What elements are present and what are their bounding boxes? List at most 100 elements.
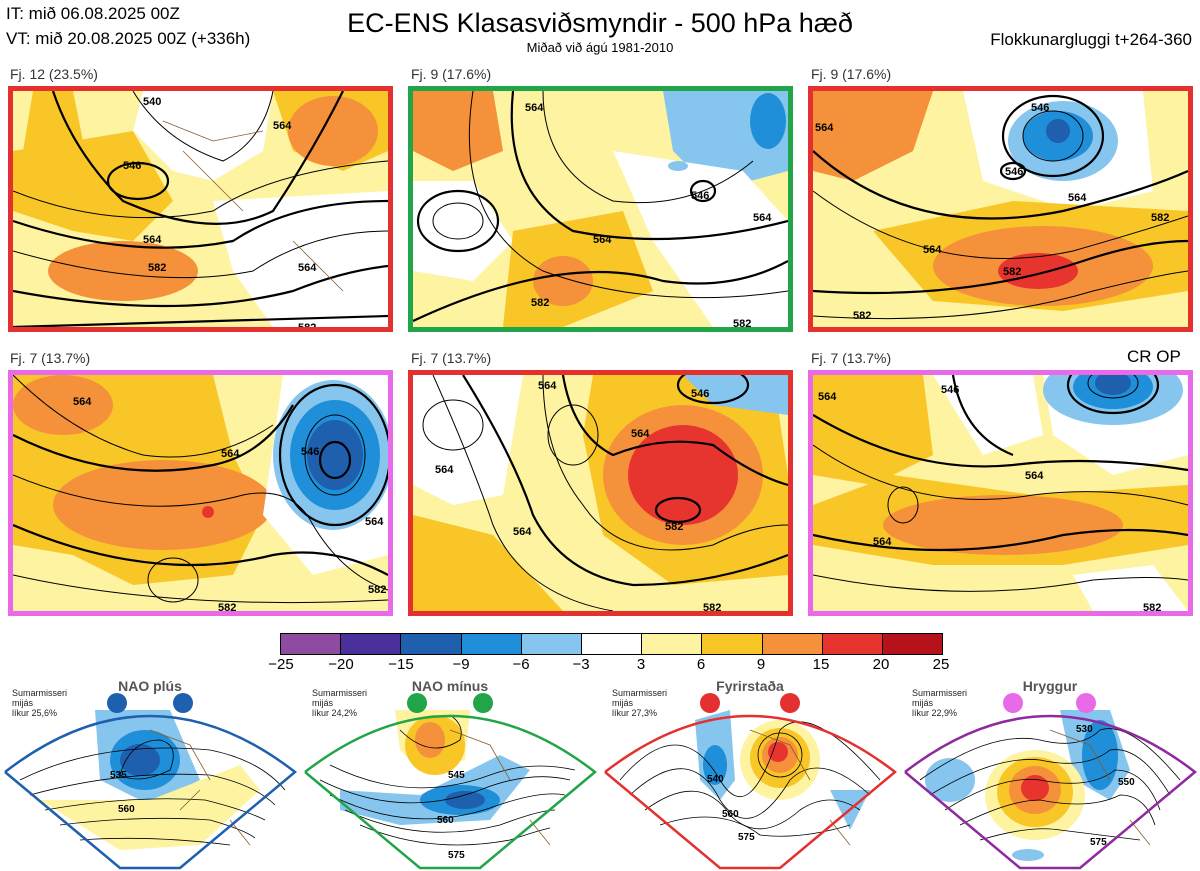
- colorbar-tick-label: 9: [756, 656, 766, 673]
- panel-4-contour-label-6: 582: [218, 602, 236, 611]
- panel-1-contour-label-1: 540: [143, 96, 161, 108]
- panel-3-contour-label-8: 582: [853, 310, 871, 322]
- panel-4-label: Fj. 7 (13.7%): [10, 350, 91, 366]
- classification-window: Flokkunargluggi t+264-360: [990, 30, 1192, 49]
- panel-2-contour-label-5: 564: [753, 212, 772, 224]
- panel-1-contour-label-2: 546: [123, 160, 141, 172]
- colorbar-swatch: [521, 634, 582, 654]
- colorbar-swatch: [341, 634, 402, 654]
- panel-4-contour-label-4: 564: [365, 516, 384, 528]
- regime-nao-plus-name: NAO plús: [118, 678, 182, 694]
- panel-3-contour-label-4: 564: [1068, 192, 1087, 204]
- regime-nao-plus-contour-label-2: 560: [118, 804, 135, 815]
- colorbar-swatch: [642, 634, 703, 654]
- panel-1-label: Fj. 12 (23.5%): [10, 66, 98, 82]
- page-title: EC-ENS Klasasviðsmyndir - 500 hPa hæð: [347, 8, 853, 38]
- cluster-map-panel-5[interactable]: 564 564 564 546 564 582 582: [408, 370, 793, 616]
- panel-4-contour-label-5: 582: [368, 584, 386, 596]
- panel-6-label: Fj. 7 (13.7%): [811, 350, 892, 366]
- colorbar-tick-label: −25: [268, 656, 294, 673]
- cluster-map-panel-3[interactable]: 546 564 546 564 582 564 582 582: [808, 86, 1193, 332]
- panel-1-contour-label-4: 564: [143, 234, 162, 246]
- panel-5-contour-label-1: 564: [538, 380, 557, 392]
- cluster-map-panel-6[interactable]: 546 564 564 564 582: [808, 370, 1193, 616]
- cluster-map-panel-4[interactable]: 564 564 546 564 582 582: [8, 370, 393, 616]
- colorbar-swatch: [702, 634, 763, 654]
- regime-nao-minus[interactable]: 545 560 575 NAO mínus Sumarmisseri mijás l…: [300, 670, 600, 871]
- panel-1-contour-label-7: 564: [298, 262, 317, 274]
- colorbar-swatch: [461, 634, 522, 654]
- panel-3-contour-label-2: 564: [815, 122, 834, 134]
- valid-time: VT: mið 20.08.2025 00Z (+336h): [6, 29, 251, 48]
- panel-2-label: Fj. 9 (17.6%): [411, 66, 492, 82]
- regime-nao-minus-name: NAO mínus: [411, 678, 489, 694]
- cluster-map-panel-1[interactable]: 540 546 564 564 582 582 564: [8, 86, 393, 332]
- panel-2-contour-label-6: 582: [733, 318, 751, 327]
- panel-6-contour-label-1: 546: [941, 384, 959, 396]
- regime-nao-minus-note: Sumarmisseri mijás líkur 24,2%: [312, 688, 368, 718]
- cluster-map-panel-2[interactable]: 564 564 582 546 564 582: [408, 86, 793, 332]
- panel-2-contour-label-4: 546: [691, 190, 709, 202]
- panel-4-contour-label-3: 546: [301, 446, 319, 458]
- regime-nao-minus-contour-label-3: 575: [448, 850, 465, 861]
- panel-1-contour-label-3: 564: [273, 120, 292, 132]
- regime-nao-plus-contour-label-1: 535: [110, 770, 127, 781]
- panel-5-contour-label-6: 582: [665, 521, 683, 533]
- panel-5-contour-label-3: 564: [631, 428, 650, 440]
- panel-6-contour-label-2: 564: [818, 391, 837, 403]
- colorbar-swatch: [281, 634, 342, 654]
- colorbar-swatch: [882, 634, 943, 654]
- panel-1-contour-label-6: 582: [298, 322, 316, 327]
- panel-5-label: Fj. 7 (13.7%): [411, 350, 492, 366]
- colorbar-swatch: [822, 634, 883, 654]
- colorbar-tick-label: 25: [932, 656, 950, 673]
- regime-hryggur[interactable]: 530 550 575 Hryggur Sumarmisseri mijás lík…: [900, 670, 1200, 871]
- panel-5-contour-label-5: 564: [513, 526, 532, 538]
- panel-2-contour-label-1: 564: [593, 234, 612, 246]
- regime-hryggur-contour-label-3: 575: [1090, 837, 1107, 848]
- regime-fyrirstada-note: Sumarmisseri mijás líkur 27,3%: [612, 688, 668, 718]
- panel-3-contour-label-3: 546: [1005, 166, 1023, 178]
- panel-3-label: Fj. 9 (17.6%): [811, 66, 892, 82]
- panel-4-contour-label-2: 564: [221, 448, 240, 460]
- panel-4-contour-label-1: 564: [73, 396, 92, 408]
- panel-1-contour-label-5: 582: [148, 262, 166, 274]
- regime-hryggur-name: Hryggur: [1022, 678, 1078, 694]
- regime-fyrirstada-name: Fyrirstaða: [716, 678, 784, 694]
- panel-2-contour-label-2: 564: [525, 102, 544, 114]
- regime-nao-plus[interactable]: 535 560 NAO plús Sumarmisseri mijás líkur …: [0, 670, 300, 871]
- panel-5-contour-label-4: 546: [691, 388, 709, 400]
- colorbar-tick-label: 6: [696, 656, 706, 673]
- regime-nao-minus-contour-label-2: 560: [437, 815, 454, 826]
- colorbar-tick-label: −20: [328, 656, 354, 673]
- panel-6-contour-label-4: 564: [873, 536, 892, 548]
- panel-5-contour-label-2: 564: [435, 464, 454, 476]
- colorbar-tick-label: −15: [388, 656, 414, 673]
- panel-3-contour-label-1: 546: [1031, 102, 1049, 114]
- colorbar-tick-label: 15: [812, 656, 830, 673]
- panel-3-contour-label-7: 582: [1003, 266, 1021, 278]
- panel-6-contour-label-3: 564: [1025, 470, 1044, 482]
- panel-3-contour-label-5: 582: [1151, 212, 1169, 224]
- regime-nao-plus-note: Sumarmisseri mijás líkur 25,6%: [12, 688, 68, 718]
- colorbar-swatch: [581, 634, 643, 654]
- anomaly-colorbar: [280, 633, 943, 655]
- regime-hryggur-contour-label-2: 550: [1118, 777, 1135, 788]
- regime-fyrirstada-contour-label-2: 560: [722, 809, 739, 820]
- control-operational-label: CR OP: [1127, 347, 1181, 366]
- colorbar-tick-label: 3: [636, 656, 646, 673]
- regime-fyrirstada-contour-label-3: 575: [738, 832, 755, 843]
- colorbar-tick-label: −9: [452, 656, 470, 673]
- panel-5-contour-label-7: 582: [703, 602, 721, 611]
- colorbar-tick-label: 20: [872, 656, 890, 673]
- colorbar-tick-label: −3: [572, 656, 590, 673]
- regime-hryggur-note: Sumarmisseri mijás líkur 22,9%: [912, 688, 968, 718]
- regime-fyrirstada[interactable]: 540 560 575 Fyrirstaða Sumarmisseri mijás…: [600, 670, 900, 871]
- regime-hryggur-contour-label-1: 530: [1076, 724, 1093, 735]
- colorbar-swatch: [762, 634, 823, 654]
- regime-fyrirstada-contour-label-1: 540: [707, 774, 724, 785]
- regime-nao-minus-contour-label-1: 545: [448, 770, 465, 781]
- panel-6-contour-label-5: 582: [1143, 602, 1161, 611]
- panel-2-contour-label-3: 582: [531, 297, 549, 309]
- colorbar-swatch: [401, 634, 462, 654]
